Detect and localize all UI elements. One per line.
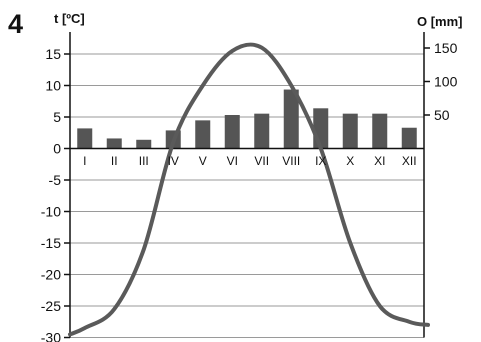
chart-axes: [64, 31, 430, 339]
month-label: I: [83, 154, 86, 168]
precipitation-bar: [283, 89, 299, 149]
month-label: VII: [254, 154, 269, 168]
precipitation-bar: [254, 113, 270, 149]
precipitation-bar: [136, 139, 152, 149]
right-axis-label: O [mm]: [417, 14, 463, 29]
left-tick-label: 0: [53, 141, 61, 157]
month-label: XII: [402, 154, 417, 168]
right-tick-label: 150: [434, 40, 458, 56]
precipitation-bar: [313, 108, 329, 149]
right-tick-label: 50: [434, 107, 450, 123]
month-label: X: [346, 154, 354, 168]
temperature-line: [68, 42, 430, 337]
figure-number: 4: [8, 9, 23, 39]
precipitation-bars: [77, 89, 417, 149]
left-tick-label: -30: [41, 330, 61, 342]
month-label: II: [111, 154, 118, 168]
left-axis-label: t [ºC]: [54, 11, 85, 26]
left-tick-label: -25: [41, 298, 61, 314]
left-tick-label: -10: [41, 204, 61, 220]
month-label: XI: [374, 154, 385, 168]
precipitation-bar: [195, 120, 211, 149]
left-tick-label: -5: [49, 172, 62, 188]
month-label: III: [139, 154, 149, 168]
month-label: V: [199, 154, 207, 168]
month-label: VI: [227, 154, 238, 168]
month-label: VIII: [282, 154, 300, 168]
precipitation-bar: [342, 113, 358, 149]
precipitation-bar: [77, 128, 93, 149]
month-label: IX: [315, 154, 326, 168]
precipitation-bar: [106, 138, 122, 149]
precipitation-bar: [401, 127, 417, 149]
left-tick-label: -20: [41, 267, 61, 283]
right-tick-label: 100: [434, 74, 458, 90]
left-tick-label: -15: [41, 235, 61, 251]
left-tick-label: 10: [45, 78, 61, 94]
month-label: IV: [168, 154, 179, 168]
precipitation-bar: [372, 113, 388, 149]
left-tick-label: 5: [53, 109, 61, 125]
precipitation-bar: [224, 115, 240, 149]
left-tick-label: 15: [45, 46, 61, 62]
temperature-curve: [68, 42, 430, 337]
